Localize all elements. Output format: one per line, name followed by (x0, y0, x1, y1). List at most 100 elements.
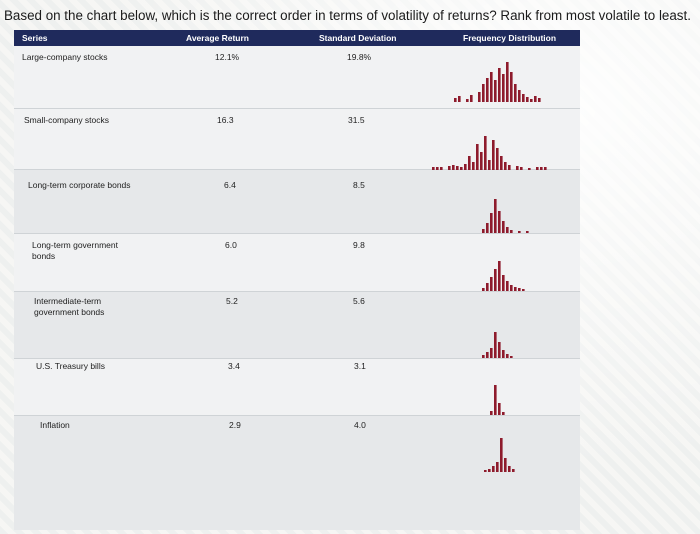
histogram-bar (512, 469, 515, 472)
histogram-bar (502, 275, 505, 291)
histogram-bar (490, 213, 493, 233)
histogram-row-4 (482, 261, 525, 291)
histogram-bar (504, 458, 507, 472)
histogram-bar (538, 98, 541, 102)
histogram-bar (544, 167, 547, 170)
histogram-bar (522, 289, 525, 291)
returns-table: Series Average Return Standard Deviation… (14, 30, 580, 530)
average-return: 2.9 (229, 420, 241, 430)
standard-deviation: 3.1 (354, 361, 366, 371)
histogram-bar (508, 466, 511, 472)
histogram-bar (448, 166, 451, 170)
histogram-bar (520, 167, 523, 170)
histogram-bar (498, 261, 501, 291)
histogram-bar (530, 99, 533, 102)
histogram-bar (502, 74, 505, 102)
histogram-bar (452, 165, 455, 170)
histogram-bar (480, 152, 483, 170)
histogram-bar (494, 385, 497, 415)
histogram-bar (510, 230, 513, 233)
table-row: Long-term corporate bonds 6.4 8.5 (14, 170, 580, 233)
histogram-bar (502, 412, 505, 415)
series-name: Small-company stocks (24, 115, 110, 125)
histogram-bar (460, 167, 463, 170)
average-return: 6.0 (225, 240, 237, 250)
histogram-bar (482, 288, 485, 291)
histogram-bar (498, 342, 501, 358)
histogram-bar (464, 164, 467, 170)
frequency-distribution-histograms (432, 62, 547, 472)
standard-deviation: 31.5 (348, 115, 365, 125)
histogram-bar (510, 285, 513, 291)
histogram-bar (518, 90, 521, 102)
histogram-bar (486, 78, 489, 102)
histogram-bar (506, 227, 509, 233)
histogram-bar (488, 160, 491, 170)
histogram-row-2 (432, 136, 547, 170)
histogram-row-7 (484, 438, 515, 472)
standard-deviation: 9.8 (353, 240, 365, 250)
histogram-bar (514, 287, 517, 291)
standard-deviation: 4.0 (354, 420, 366, 430)
histogram-bar (536, 167, 539, 170)
series-name: Inflation (40, 420, 70, 430)
histogram-bar (508, 165, 511, 170)
standard-deviation: 19.8% (347, 52, 372, 62)
histogram-bar (484, 136, 487, 170)
histogram-bar (492, 466, 495, 472)
histogram-bar (500, 438, 503, 472)
histogram-bar (494, 80, 497, 102)
histogram-bar (436, 167, 439, 170)
histogram-bar (496, 148, 499, 170)
series-name: U.S. Treasury bills (36, 361, 105, 371)
histogram-bar (506, 62, 509, 102)
series-name: Large-company stocks (22, 52, 108, 62)
histogram-bar (472, 162, 475, 170)
histogram-bar (492, 140, 495, 170)
header-series: Series (22, 33, 48, 43)
histogram-bar (490, 411, 493, 415)
histogram-bar (510, 356, 513, 358)
histogram-bar (506, 281, 509, 291)
question-text: Based on the chart below, which is the c… (4, 8, 691, 23)
table-row: Large-company stocks 12.1% 19.8% (14, 46, 580, 108)
histogram-bar (504, 162, 507, 170)
histogram-bar (518, 231, 521, 233)
histogram-bar (498, 211, 501, 233)
histogram-bar (482, 84, 485, 102)
histogram-row-3 (482, 199, 529, 233)
histogram-bar (470, 95, 473, 102)
standard-deviation: 5.6 (353, 296, 365, 306)
histogram-bar (486, 283, 489, 291)
histogram-bar (500, 156, 503, 170)
histogram-bar (514, 84, 517, 102)
histogram-bar (484, 470, 487, 472)
table-row: Long-term government bonds 6.0 9.8 (14, 234, 580, 291)
histogram-bar (528, 168, 531, 170)
histogram-bar (486, 223, 489, 233)
histogram-bar (454, 98, 457, 102)
series-name: Long-term corporate bonds (28, 180, 131, 190)
table-header: Series Average Return Standard Deviation… (14, 30, 580, 46)
histogram-bar (488, 469, 491, 472)
histogram-bar (518, 288, 521, 291)
histogram-bar (440, 167, 443, 170)
table-row: U.S. Treasury bills 3.4 3.1 (14, 359, 580, 415)
histogram-bar (516, 166, 519, 170)
histogram-bar (526, 231, 529, 233)
series-name: Intermediate-term government bonds (34, 296, 105, 317)
table-row: Intermediate-term government bonds 5.2 5… (14, 292, 580, 358)
histogram-bar (502, 221, 505, 233)
histogram-bar (432, 167, 435, 170)
histogram-bar (526, 97, 529, 102)
histogram-bar (498, 68, 501, 102)
histogram-bar (502, 350, 505, 358)
histogram-row-5 (482, 332, 513, 358)
histogram-bar (468, 156, 471, 170)
histogram-bar (466, 99, 469, 102)
histogram-bar (478, 92, 481, 102)
histogram-bar (498, 403, 501, 415)
histogram-bar (490, 277, 493, 291)
average-return: 12.1% (215, 52, 240, 62)
histogram-bar (482, 355, 485, 358)
